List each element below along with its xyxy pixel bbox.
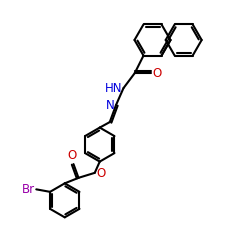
Text: HN: HN [105, 82, 122, 94]
Text: O: O [153, 66, 162, 80]
Text: N: N [106, 98, 115, 112]
Text: O: O [97, 167, 106, 180]
Text: Br: Br [22, 183, 35, 196]
Text: O: O [68, 149, 77, 162]
